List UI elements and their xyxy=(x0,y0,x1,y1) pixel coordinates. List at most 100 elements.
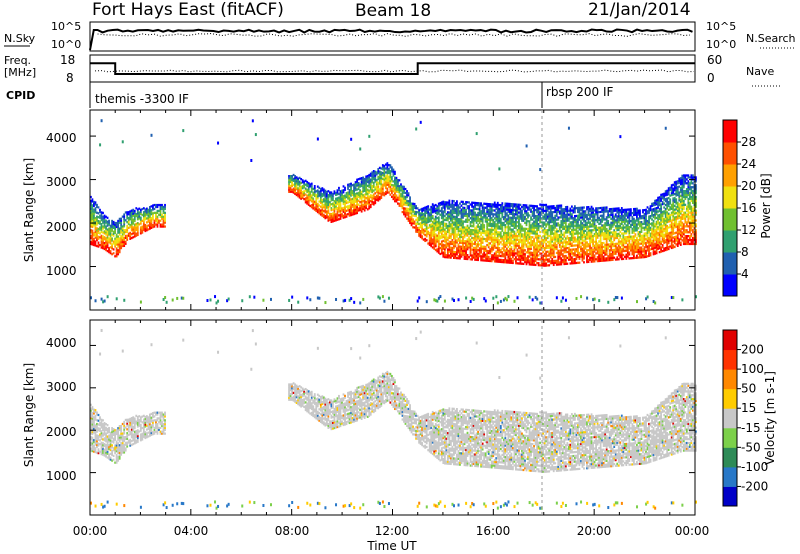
power-echo-cell xyxy=(121,229,124,232)
power-echo-cell xyxy=(106,220,109,223)
power-echo-cell xyxy=(316,197,319,200)
power-echo-cell xyxy=(351,203,354,206)
freq-frame xyxy=(89,54,696,83)
power-echo-cell xyxy=(360,204,363,207)
power-echo-cell xyxy=(451,199,454,203)
power-echo-cell xyxy=(510,222,513,225)
power-echo-cell xyxy=(522,235,525,238)
power-echo-cell xyxy=(344,196,346,199)
power-echo-cell xyxy=(309,185,312,188)
power-echo-cell xyxy=(504,218,507,221)
power-echo-cell xyxy=(516,203,519,206)
power-echo-cell xyxy=(493,244,496,247)
power-echo-cell xyxy=(94,224,97,228)
power-echo-cell xyxy=(502,259,505,262)
power-echo-cell xyxy=(291,188,293,191)
power-echo-cell xyxy=(449,254,452,257)
power-echo-cell xyxy=(530,253,532,256)
power-echo-cell xyxy=(522,204,525,207)
power-echo-cell xyxy=(451,246,454,250)
power-echo-cell xyxy=(483,208,486,211)
power-echo-cell xyxy=(451,240,454,244)
power-echo-cell xyxy=(112,248,115,251)
power-echo-cell xyxy=(93,218,95,221)
power-echo-cell xyxy=(159,219,162,222)
power-echo-cell xyxy=(353,195,355,198)
power-echo-cell xyxy=(150,220,153,224)
power-echo-cell xyxy=(353,185,355,188)
power-echo-cell xyxy=(418,232,421,235)
power-echo-cell xyxy=(118,229,121,232)
power-echo-cell xyxy=(508,261,511,264)
power-echo-cell xyxy=(619,234,622,237)
power-echo-cell xyxy=(309,195,312,198)
power-echo-cell xyxy=(521,245,523,248)
power-echo-cell xyxy=(374,196,377,199)
power-echo-cell xyxy=(578,257,581,260)
power-echo-cell xyxy=(103,238,106,241)
power-echo-cell xyxy=(460,220,463,223)
power-echo-cell xyxy=(442,218,445,221)
power-echo-cell xyxy=(515,207,517,210)
power-echo-cell xyxy=(295,186,298,189)
power-echo-cell xyxy=(471,221,473,224)
power-echo-cell xyxy=(310,184,313,187)
power-echo-cell xyxy=(462,210,464,213)
power-echo-cell xyxy=(490,211,493,214)
power-echo-cell xyxy=(425,225,428,228)
power-echo-cell xyxy=(533,214,535,217)
power-echo-cell xyxy=(363,209,366,212)
power-echo-cell xyxy=(431,203,434,206)
power-echo-cell xyxy=(347,205,349,208)
power-echo-cell xyxy=(610,227,613,230)
power-echo-cell xyxy=(484,218,487,221)
power-echo-cell xyxy=(492,254,495,257)
power-echo-cell xyxy=(490,254,493,257)
power-echo-cell xyxy=(459,212,461,215)
power-echo-cell xyxy=(310,194,313,197)
power-echo-cell xyxy=(109,252,112,255)
power-echo-cell xyxy=(454,221,457,224)
power-echo-cell xyxy=(316,210,319,214)
power-echo-cell xyxy=(108,247,110,250)
power-echo-cell xyxy=(312,191,315,194)
power-echo-cell xyxy=(392,190,395,193)
power-echo-cell xyxy=(142,216,145,220)
power-echo-cell xyxy=(469,248,472,251)
power-echo-cell xyxy=(333,219,336,222)
power-echo-cell xyxy=(496,235,499,238)
power-echo-cell xyxy=(459,218,461,221)
power-echo-cell xyxy=(481,231,484,235)
power-echo-cell xyxy=(100,217,103,220)
power-echo-cell xyxy=(510,240,513,243)
power-echo-cell xyxy=(519,262,522,265)
power-echo-cell xyxy=(528,245,531,248)
power-echo-cell xyxy=(327,211,330,214)
power-echo-cell xyxy=(460,247,463,250)
power-echo-cell xyxy=(528,243,531,246)
power-echo-cell xyxy=(502,237,505,240)
power-echo-cell xyxy=(521,229,523,232)
power-echo-cell xyxy=(378,196,381,199)
power-echo-cell xyxy=(486,259,489,262)
power-echo-cell xyxy=(416,226,419,230)
power-echo-cell xyxy=(289,178,292,182)
power-echo-cell xyxy=(534,259,537,263)
power-echo-cell xyxy=(106,244,109,247)
power-echo-cell xyxy=(397,178,399,182)
power-echo-cell xyxy=(394,188,396,191)
power-echo-cell xyxy=(492,258,495,261)
power-echo-cell xyxy=(507,253,510,256)
power-echo-cell xyxy=(489,234,492,237)
power-echo-cell xyxy=(360,200,363,203)
power-echo-cell xyxy=(120,243,123,246)
power-echo-cell xyxy=(289,188,292,191)
power-echo-cell xyxy=(339,201,342,205)
power-echo-cell xyxy=(434,209,437,213)
power-echo-cell xyxy=(312,193,315,196)
power-echo-cell xyxy=(528,208,531,211)
power-echo-cell xyxy=(510,257,513,261)
power-echo-cell xyxy=(531,240,534,243)
power-echo-cell xyxy=(507,237,510,241)
power-echo-cell xyxy=(321,200,324,204)
